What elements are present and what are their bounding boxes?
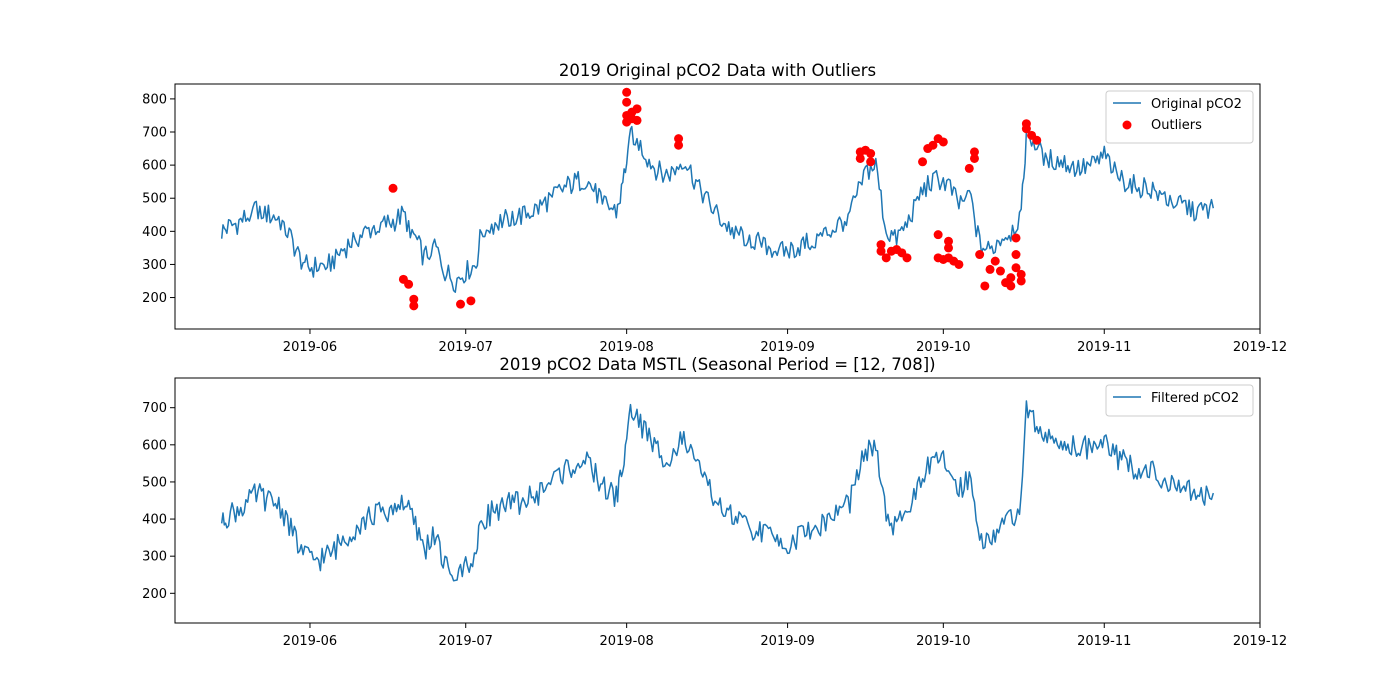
y-tick-label: 200 <box>142 587 167 602</box>
y-tick-label: 700 <box>142 126 167 141</box>
outlier-point <box>1006 281 1016 291</box>
y-tick-label: 700 <box>142 401 167 416</box>
outlier-point <box>404 279 414 289</box>
outlier-point <box>866 157 876 167</box>
x-tick-label: 2019-10 <box>916 634 970 649</box>
x-tick-label: 2019-09 <box>760 634 814 649</box>
outlier-point <box>1016 276 1026 286</box>
y-tick-label: 400 <box>142 225 167 240</box>
legend-marker-outliers <box>1122 120 1132 130</box>
chart-1: 2019 Original pCO2 Data with Outliers 201… <box>142 61 1287 355</box>
outlier-point <box>964 163 974 173</box>
outlier-point <box>995 266 1005 276</box>
x-tick-label: 2019-12 <box>1233 340 1287 355</box>
plot-frame <box>174 377 1261 624</box>
outlier-point <box>632 104 642 114</box>
outlier-point <box>980 281 990 291</box>
outlier-point <box>918 157 928 167</box>
y-tick-label: 400 <box>142 513 167 528</box>
y-tick-label: 300 <box>142 258 167 273</box>
outlier-point <box>456 299 466 309</box>
y-tick-label: 600 <box>142 438 167 453</box>
x-tick-label: 2019-10 <box>916 340 970 355</box>
legend-label: Outliers <box>1151 118 1202 133</box>
outlier-point <box>975 250 985 260</box>
x-tick-label: 2019-11 <box>1077 634 1131 649</box>
outlier-point <box>969 153 979 163</box>
outlier-point <box>1011 263 1021 273</box>
y-tick-label: 500 <box>142 475 167 490</box>
x-tick-label: 2019-08 <box>599 340 653 355</box>
chart-title: 2019 pCO2 Data MSTL (Seasonal Period = [… <box>499 355 935 374</box>
outlier-point <box>876 246 886 256</box>
series-line-1 <box>220 124 1215 293</box>
outlier-point <box>674 134 684 144</box>
outlier-point <box>985 264 995 274</box>
x-tick-label: 2019-07 <box>439 634 493 649</box>
legend: Original pCO2 Outliers <box>1105 90 1254 144</box>
outlier-point <box>632 115 642 125</box>
y-tick-label: 200 <box>142 291 167 306</box>
outlier-point <box>954 259 964 269</box>
outlier-point <box>928 140 938 150</box>
outlier-point <box>933 230 943 240</box>
series-line-1 <box>220 400 1215 582</box>
y-tick-label: 600 <box>142 159 167 174</box>
outlier-point <box>938 137 948 147</box>
outlier-point <box>990 256 1000 266</box>
outlier-point <box>1006 273 1016 283</box>
outlier-point <box>674 140 684 150</box>
outlier-point <box>1016 269 1026 279</box>
x-tick-label: 2019-08 <box>599 634 653 649</box>
x-tick-label: 2019-06 <box>283 634 337 649</box>
legend-box <box>1105 384 1254 417</box>
outlier-point <box>1011 233 1021 243</box>
x-tick-label: 2019-11 <box>1077 340 1131 355</box>
legend-label: Original pCO2 <box>1151 97 1242 112</box>
outlier-point <box>409 301 419 311</box>
outlier-point <box>409 294 419 304</box>
x-tick-label: 2019-12 <box>1233 634 1287 649</box>
outlier-point <box>944 236 954 246</box>
x-tick-label: 2019-06 <box>283 340 337 355</box>
outlier-point <box>876 240 886 250</box>
outlier-point <box>969 147 979 157</box>
outlier-point <box>1032 135 1042 145</box>
y-tick-label: 500 <box>142 192 167 207</box>
legend-box <box>1105 90 1254 144</box>
legend: Filtered pCO2 <box>1105 384 1254 417</box>
outlier-point <box>902 253 912 263</box>
y-tick-label: 800 <box>142 92 167 107</box>
outlier-point <box>855 153 865 163</box>
outlier-point <box>466 296 476 306</box>
legend-label: Filtered pCO2 <box>1151 391 1239 406</box>
outlier-point <box>866 149 876 159</box>
chart-2: 2019 pCO2 Data MSTL (Seasonal Period = [… <box>142 355 1287 649</box>
outlier-point <box>881 253 891 263</box>
outlier-point <box>622 87 632 97</box>
outlier-point <box>622 97 632 107</box>
outlier-point <box>388 183 398 193</box>
outlier-point <box>944 243 954 253</box>
y-tick-label: 300 <box>142 550 167 565</box>
x-tick-label: 2019-09 <box>760 340 814 355</box>
x-tick-label: 2019-07 <box>439 340 493 355</box>
outlier-point <box>1021 124 1031 134</box>
chart-title: 2019 Original pCO2 Data with Outliers <box>559 61 876 80</box>
outlier-point <box>1011 250 1021 260</box>
